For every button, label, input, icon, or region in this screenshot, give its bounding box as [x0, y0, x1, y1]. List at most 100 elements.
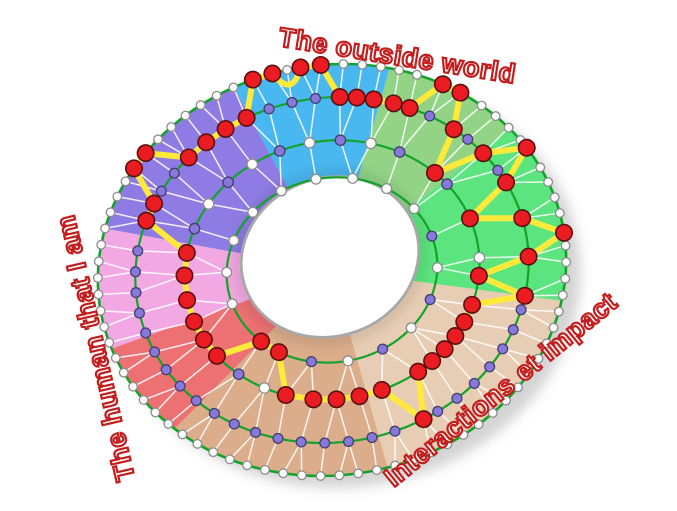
graph-node-ring1	[389, 425, 401, 437]
graph-node-outer	[500, 395, 511, 406]
graph-node-outer	[353, 468, 364, 479]
graph-node-inner	[431, 262, 443, 274]
graph-node-ring2	[222, 176, 235, 189]
graph-node-inner	[342, 355, 354, 367]
journey-node-red	[269, 343, 288, 362]
graph-node-outer	[100, 223, 111, 234]
journey-node-red	[243, 70, 262, 89]
graph-node-outer	[553, 306, 564, 317]
graph-node-outer	[99, 321, 110, 332]
journey-node-red	[330, 87, 349, 106]
graph-node-ring2	[364, 137, 377, 150]
graph-node-outer	[192, 438, 203, 449]
graph-node-ring2	[202, 198, 215, 210]
graph-node-ring1	[130, 287, 142, 299]
journey-node-red	[137, 211, 156, 230]
graph-node-ring1	[468, 377, 480, 389]
graph-node-outer	[549, 192, 560, 203]
journey-node-red	[425, 163, 444, 182]
graph-node-ring1	[250, 426, 262, 438]
sector-blue	[233, 64, 390, 270]
graph-node-outer	[548, 322, 559, 333]
journey-node-red	[124, 159, 143, 178]
graph-node-ring1	[507, 324, 519, 336]
journey-node-red	[414, 410, 433, 429]
graph-node-ring1	[149, 346, 161, 358]
graph-node-outer	[560, 273, 571, 284]
graph-node-outer	[535, 162, 546, 173]
graph-node-ring2	[232, 368, 245, 381]
journey-node-red	[364, 90, 383, 109]
graph-layer	[92, 55, 574, 481]
graph-node-inner	[247, 206, 259, 218]
graph-node-outer	[557, 290, 568, 301]
graph-node-inner	[381, 183, 393, 195]
journey-node-red	[517, 138, 536, 157]
graph-node-ring1	[155, 185, 167, 197]
graph-node-outer	[118, 367, 129, 378]
graph-node-ring1	[497, 343, 509, 355]
graph-node-outer	[208, 447, 219, 458]
graph-node-ring2	[334, 134, 347, 147]
graph-node-ring1	[319, 437, 331, 449]
graph-node-inner	[275, 185, 287, 197]
node-layer	[92, 55, 574, 481]
graph-node-inner	[405, 322, 417, 334]
graph-node-outer	[296, 470, 307, 481]
graph-node-outer	[153, 134, 164, 145]
graph-node-outer	[282, 64, 293, 75]
graph-node-outer	[513, 382, 523, 393]
journey-node-red	[446, 327, 465, 346]
journey-node-red	[463, 295, 482, 314]
graph-node-ring1	[366, 432, 378, 444]
graph-node-outer	[394, 65, 405, 76]
journey-node-red	[276, 385, 295, 404]
journey-node-red	[409, 362, 428, 381]
graph-node-outer	[473, 419, 484, 430]
graph-node-outer	[195, 100, 206, 111]
graph-node-inner	[310, 173, 322, 185]
journey-node-red	[497, 173, 516, 192]
graph-node-outer	[93, 256, 104, 267]
graph-node-ring1	[129, 266, 141, 278]
journey-node-red	[451, 83, 470, 102]
graph-node-ring1	[492, 164, 504, 176]
graph-node-inner	[408, 203, 420, 215]
journey-node-red	[304, 390, 323, 409]
graph-node-outer	[541, 338, 552, 349]
graph-node-outer	[411, 69, 422, 80]
graph-node-ring1	[424, 110, 436, 122]
graph-node-outer	[338, 59, 349, 69]
graph-node-ring1	[295, 436, 307, 448]
graph-node-outer	[163, 418, 174, 429]
journey-node-red	[177, 243, 196, 262]
graph-node-outer	[112, 191, 123, 202]
journey-node-red	[460, 209, 479, 228]
graph-node-outer	[334, 470, 345, 481]
graph-node-outer	[105, 207, 116, 218]
graph-node-outer	[228, 82, 239, 93]
graph-node-inner	[347, 172, 359, 184]
journey-node-red	[347, 88, 366, 107]
graph-node-inner	[424, 293, 436, 306]
graph-node-outer	[242, 460, 253, 471]
graph-node-outer	[375, 61, 386, 72]
journey-node-red	[433, 75, 452, 94]
journey-node-red	[423, 352, 442, 371]
journey-node-red	[400, 99, 419, 118]
graph-node-inner	[221, 266, 233, 278]
graph-node-outer	[490, 111, 501, 122]
graph-node-outer	[523, 368, 534, 379]
graph-node-outer	[166, 122, 177, 132]
graph-node-ring2	[473, 251, 486, 264]
graph-node-outer	[533, 353, 544, 364]
graph-node-ring1	[263, 103, 275, 115]
graph-node-ring1	[133, 307, 145, 319]
graph-node-ring1	[286, 96, 298, 108]
graph-node-outer	[150, 407, 161, 418]
graph-node-outer	[487, 408, 498, 418]
graph-node-outer	[138, 395, 149, 405]
graph-node-inner	[226, 298, 238, 310]
